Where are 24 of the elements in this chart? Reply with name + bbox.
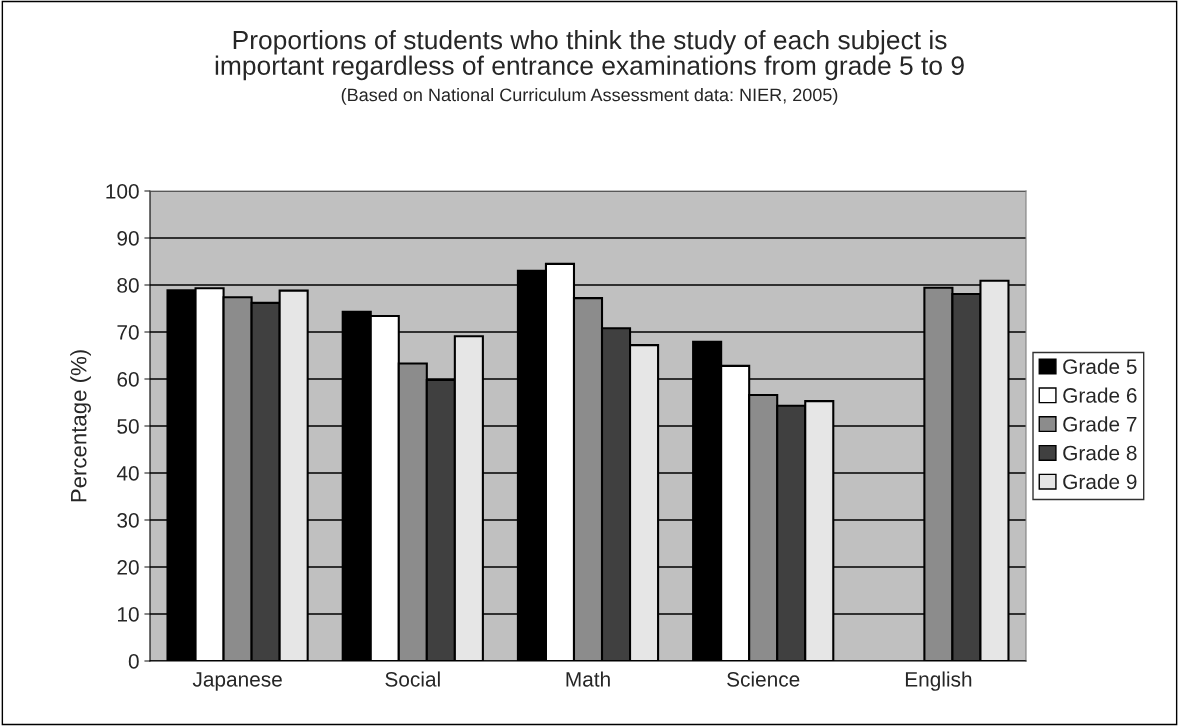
y-tick-label: 50 xyxy=(117,419,139,434)
x-tick-label: Math xyxy=(566,671,610,687)
x-tick-label: Social xyxy=(385,671,440,687)
legend-label: Grade 8 xyxy=(1063,445,1137,461)
y-tick-label: 90 xyxy=(117,231,139,246)
y-axis-title: Percentage (%) xyxy=(70,350,91,502)
y-tick-label: 80 xyxy=(117,278,139,293)
y-tick-label: 40 xyxy=(116,466,139,481)
x-tick-label: Japanese xyxy=(192,672,282,691)
legend-label: Grade 9 xyxy=(1063,473,1137,490)
legend-label: Grade 5 xyxy=(1063,358,1137,374)
y-tick-label: 70 xyxy=(117,325,139,340)
x-tick-label: English xyxy=(905,671,972,691)
y-tick-label: 60 xyxy=(117,372,139,387)
chart-title: Proportions of students who think the study of each subject is important regardless of entrance examinations from grade 5 to 9 xyxy=(215,30,964,81)
legend-label: Grade 6 xyxy=(1063,387,1137,403)
y-tick-label: 0 xyxy=(128,654,139,669)
y-tick-label: 100 xyxy=(106,184,139,199)
x-tick-label: Science xyxy=(727,671,800,687)
y-tick-label: 30 xyxy=(117,513,139,528)
legend-label: Grade 7 xyxy=(1063,416,1137,432)
chart-subtitle: (Based on National Curriculum Assessment data: NIER, 2005) xyxy=(341,88,838,105)
y-tick-label: 10 xyxy=(118,607,139,622)
y-tick-label: 20 xyxy=(117,560,139,575)
